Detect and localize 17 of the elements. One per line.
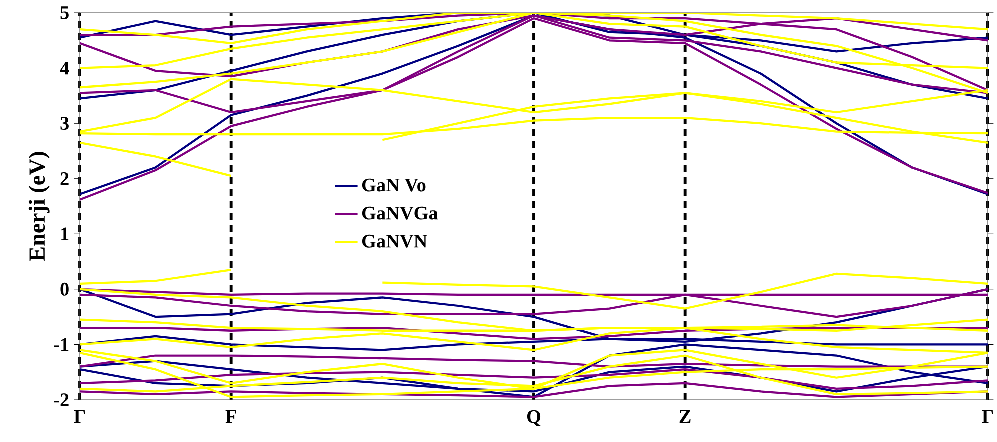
y-tick-label: 1 xyxy=(62,228,69,240)
x-tick-label: Q xyxy=(527,410,541,426)
y-tick-label: 3 xyxy=(60,117,69,130)
legend-label: GaNVGa xyxy=(362,206,438,220)
legend-label: GaNVN xyxy=(362,234,428,248)
y-axis-title: Enerji (eV) xyxy=(28,152,50,262)
x-tick-label: Z xyxy=(680,410,691,423)
x-tick-label: Γ xyxy=(982,410,994,423)
y-tick-label: 2 xyxy=(60,172,69,186)
legend-label: GaN Vo xyxy=(362,178,426,192)
y-tick-label: 5 xyxy=(60,6,69,20)
y-tick-label: 0 xyxy=(60,282,69,296)
y-tick-label: 4 xyxy=(60,62,70,75)
y-tick-label: -2 xyxy=(54,394,69,406)
y-tick-label: -1 xyxy=(54,338,69,352)
x-tick-label: F xyxy=(226,410,236,423)
x-tick-label: Γ xyxy=(74,410,86,423)
